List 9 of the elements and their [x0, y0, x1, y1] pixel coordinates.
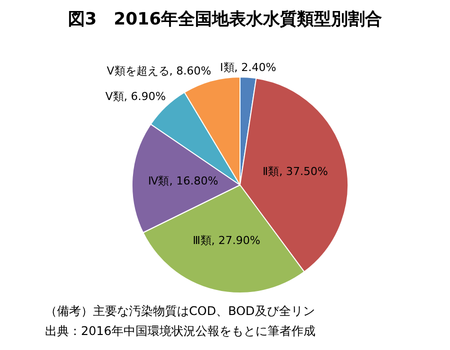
chart-title: 図3 2016年全国地表水水質類型別割合: [68, 10, 382, 30]
slice-label: Ⅲ類, 27.90%: [192, 234, 260, 247]
slice-label: Ⅴ類, 6.90%: [105, 90, 166, 103]
source-note: 出典：2016年中国環境状況公報をもとに筆者作成: [45, 324, 316, 338]
text: （備考）主要な汚染物質はCOD、BOD及び全リン: [45, 304, 315, 318]
slice-label: Ⅰ類, 2.40%: [220, 60, 276, 74]
slice-label: Ⅳ類, 16.80%: [148, 174, 218, 188]
slice-label: Ⅱ類, 37.50%: [262, 164, 328, 178]
slice-label: Ⅴ類を超える, 8.60%: [106, 64, 212, 78]
